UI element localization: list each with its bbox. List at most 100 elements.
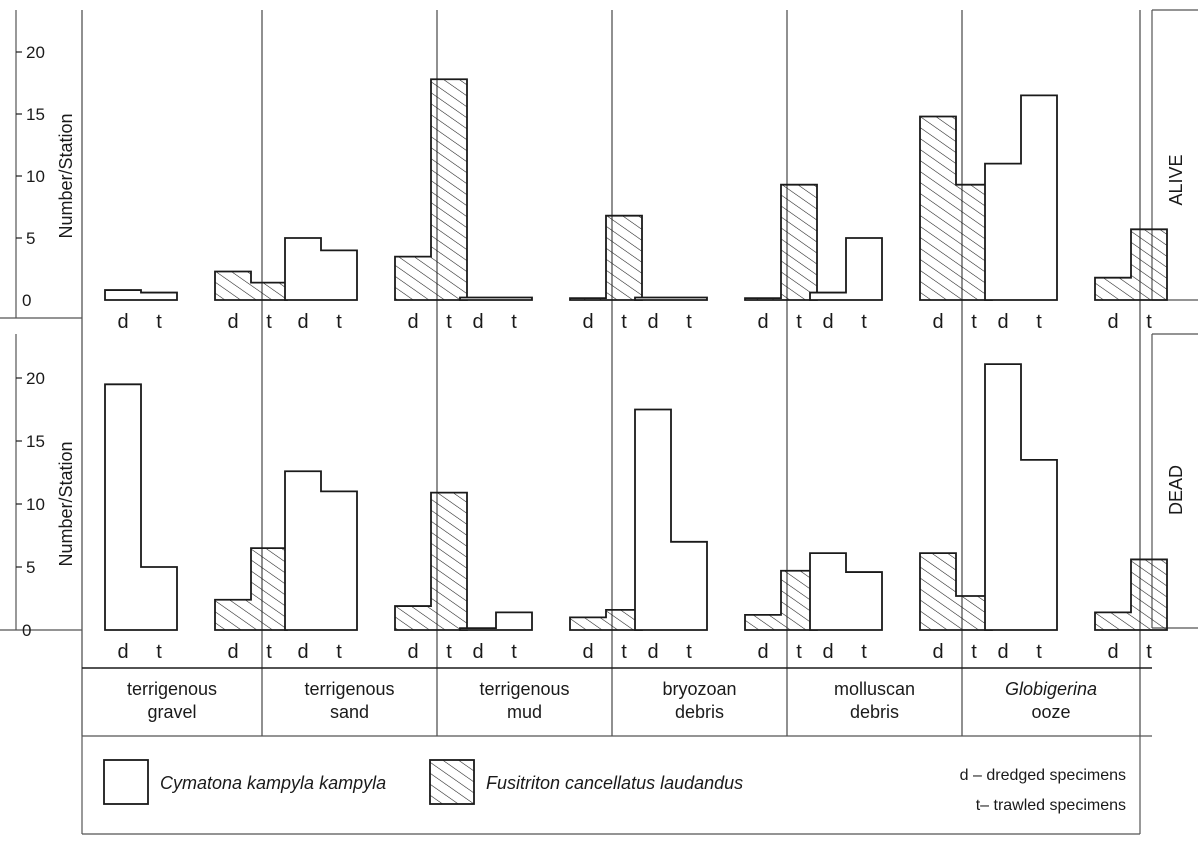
y-tick-label: 0 (22, 291, 31, 310)
fusitriton-bar (1094, 558, 1168, 631)
trawled-label: t (1146, 641, 1152, 663)
category-label: ooze (1031, 702, 1070, 722)
fusitriton-bar (214, 270, 288, 301)
trawled-label: t (686, 311, 692, 333)
legend-note-dredged: d – dredged specimens (960, 767, 1126, 784)
dredged-label: d (582, 311, 593, 333)
legend-note-trawled: t– trawled specimens (976, 797, 1126, 814)
trawled-label: t (971, 311, 977, 333)
dredged-label: d (647, 641, 658, 663)
category-label: terrigenous (304, 679, 394, 699)
cymatona-bar (984, 94, 1058, 301)
dredged-label: d (757, 641, 768, 663)
category-label: molluscan (834, 679, 915, 699)
dredged-label: d (472, 641, 483, 663)
fusitriton-bar (919, 115, 993, 301)
dredged-label: d (1107, 311, 1118, 333)
dredged-label: d (647, 311, 658, 333)
cymatona-bar (459, 296, 533, 301)
y-axes: 0 5 10 15 20 Number/Station ALIVE 0 5 10 15 20 Numbe… (0, 9, 1198, 640)
category-label: debris (850, 702, 899, 722)
dredged-label: d (757, 311, 768, 333)
trawled-label: t (1036, 311, 1042, 333)
trawled-label: t (446, 641, 452, 663)
trawled-label: t (1036, 641, 1042, 663)
cymatona-bar (104, 289, 178, 301)
fusitriton-bar (394, 491, 468, 631)
trawled-label: t (686, 641, 692, 663)
category-label: Globigerina (1005, 679, 1097, 699)
category-label: mud (507, 702, 542, 722)
dredged-label: d (932, 311, 943, 333)
category-label: sand (330, 702, 369, 722)
cymatona-bar (634, 408, 708, 631)
cymatona-bar (284, 470, 358, 631)
fusitriton-bar (569, 214, 643, 301)
fusitriton-bar (744, 183, 818, 301)
fusitriton-bar (214, 547, 288, 631)
cymatona-bar (284, 237, 358, 301)
y-tick-label: 10 (26, 167, 45, 186)
trawled-label: t (796, 641, 802, 663)
trawled-label: t (796, 311, 802, 333)
trawled-label: t (861, 311, 867, 333)
fusitriton-bar (1094, 228, 1168, 301)
category-label: debris (675, 702, 724, 722)
fusitriton-bar (569, 608, 643, 631)
dredged-label: d (997, 311, 1008, 333)
legend-swatch-hatched (429, 759, 475, 805)
fusitriton-bar (394, 78, 468, 301)
y-tick-label: 5 (26, 229, 35, 248)
fusitriton-bar (919, 552, 993, 631)
y-tick-label: 20 (26, 43, 45, 62)
y-tick-label: 20 (26, 369, 45, 388)
dredged-label: d (932, 641, 943, 663)
trawled-label: t (266, 311, 272, 333)
trawled-label: t (156, 311, 162, 333)
dredged-label: d (297, 311, 308, 333)
y-tick-label: 15 (26, 432, 45, 451)
labels: d t d t d t d t d t d t d t d t d t d t d t d td t d t d t d t d t d t d t d t… (117, 311, 1152, 722)
legend-label-fusitriton: Fusitriton cancellatus laudandus (486, 773, 743, 793)
legend: Cymatona kampyla kampyla Fusitriton cance… (103, 759, 1126, 814)
trawled-label: t (336, 311, 342, 333)
cymatona-bar (104, 383, 178, 631)
y-axis-label: Number/Station (56, 441, 76, 566)
dredged-label: d (997, 641, 1008, 663)
cymatona-bar (634, 296, 708, 301)
dredged-label: d (822, 641, 833, 663)
trawled-label: t (156, 641, 162, 663)
dredged-label: d (407, 641, 418, 663)
trawled-label: t (1146, 311, 1152, 333)
panel-label: DEAD (1166, 465, 1186, 515)
cymatona-bar (459, 611, 533, 631)
trawled-label: t (266, 641, 272, 663)
y-tick-label: 15 (26, 105, 45, 124)
legend-label-cymatona: Cymatona kampyla kampyla (160, 773, 386, 793)
bars (104, 78, 1168, 631)
cymatona-bar (809, 552, 883, 631)
y-axis-label: Number/Station (56, 113, 76, 238)
dredged-label: d (297, 641, 308, 663)
trawled-label: t (861, 641, 867, 663)
panel-label: ALIVE (1166, 154, 1186, 205)
legend-swatch-open (103, 759, 149, 805)
category-label: terrigenous (479, 679, 569, 699)
trawled-label: t (511, 311, 517, 333)
dredged-label: d (822, 311, 833, 333)
y-tick-label: 5 (26, 558, 35, 577)
trawled-label: t (621, 311, 627, 333)
trawled-label: t (511, 641, 517, 663)
cymatona-bar (809, 237, 883, 301)
category-label: bryozoan (662, 679, 736, 699)
dredged-label: d (1107, 641, 1118, 663)
y-tick-label: 0 (22, 621, 31, 640)
category-label: terrigenous (127, 679, 217, 699)
cymatona-bar (984, 363, 1058, 631)
trawled-label: t (971, 641, 977, 663)
dredged-label: d (227, 311, 238, 333)
y-tick-label: 10 (26, 495, 45, 514)
dredged-label: d (117, 311, 128, 333)
